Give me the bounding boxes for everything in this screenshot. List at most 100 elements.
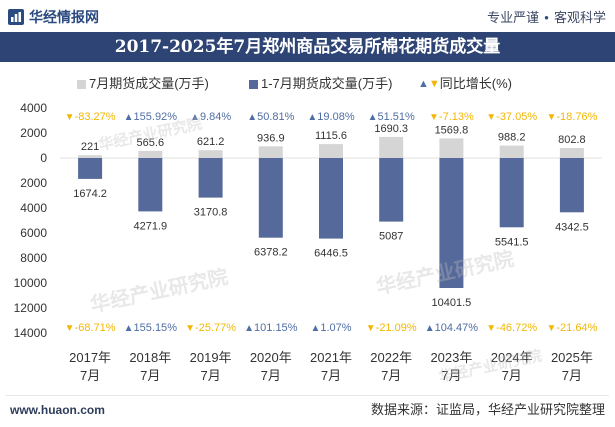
yoy-unit: % — [345, 111, 355, 123]
y-tick-label: 2000 — [20, 176, 47, 190]
watermark-text: 华经产业研究院 — [88, 264, 230, 317]
footer-website: www.huaon.com — [10, 403, 105, 417]
jan-jul-yoy-label: ▲104.47% — [425, 322, 479, 334]
july-volume-bar — [78, 155, 103, 158]
jan-jul-volume-label: 5087 — [379, 231, 403, 243]
decrease-triangle-icon: ▼ — [486, 112, 496, 123]
july-yoy-label: ▼-37.05% — [486, 111, 537, 123]
yoy-unit: % — [588, 322, 598, 334]
x-tick-month: 7月 — [441, 368, 461, 383]
series-jan-jul-volume: 1674.2 4271.9 3170.8 6378.2 6446.5 5087 10401.… — [65, 158, 598, 334]
yoy-unit: % — [288, 322, 298, 334]
yoy-value: -21.64 — [556, 322, 587, 334]
yoy-value: -37.05 — [496, 111, 527, 123]
jan-jul-volume-bar — [319, 158, 343, 239]
jan-jul-yoy-label: ▲155.15% — [124, 322, 178, 334]
legend-item-jan-jul-volume: 1-7月期货成交量(万手) — [249, 76, 392, 92]
increase-triangle-icon: ▲ — [307, 112, 317, 123]
x-tick-label: 2018年 7月 — [129, 350, 171, 383]
x-tick-label: 2021年 7月 — [310, 350, 352, 383]
x-tick-year: 2021年 — [310, 350, 352, 365]
yoy-value: -68.71 — [75, 322, 106, 334]
y-tick-label: 0 — [40, 151, 47, 165]
x-tick-year: 2025年 — [551, 350, 593, 365]
july-volume-bar — [138, 150, 163, 158]
slogan-left: 专业严谨 — [487, 10, 540, 25]
y-tick-label: 12000 — [14, 301, 48, 315]
jan-jul-yoy-label: ▲101.15% — [244, 322, 298, 334]
july-volume-bar — [499, 145, 524, 158]
slogan-right: 客观科学 — [553, 10, 606, 25]
x-tick-month: 7月 — [200, 368, 220, 383]
july-yoy-label: ▲50.81% — [247, 111, 294, 123]
july-volume-label: 1569.8 — [435, 124, 469, 136]
increase-triangle-icon: ▲ — [124, 112, 134, 123]
yoy-unit: % — [226, 322, 236, 334]
july-yoy-label: ▼-18.76% — [546, 111, 597, 123]
july-volume-bar — [319, 144, 343, 158]
x-tick-label: 2023年 7月 — [430, 350, 472, 383]
yoy-unit: % — [588, 111, 598, 123]
july-volume-bar — [559, 148, 584, 158]
yoy-value: 19.08 — [317, 111, 345, 123]
y-tick-label: 10000 — [14, 276, 48, 290]
y-axis: 4000 2000 0 2000 4000 6000 8000 10000 12000 14000 — [14, 101, 48, 340]
yoy-value: -25.77 — [195, 322, 226, 334]
jan-jul-volume-bar — [138, 158, 163, 212]
y-tick-label: 2000 — [20, 126, 47, 140]
bullet-dot-icon: ● — [544, 13, 549, 22]
x-tick-year: 2017年 — [69, 350, 111, 365]
july-yoy-label: ▲51.51% — [368, 111, 415, 123]
x-tick-month: 7月 — [321, 368, 341, 383]
logo-icon — [8, 9, 24, 25]
yoy-value: 155.15 — [134, 322, 168, 334]
july-volume-label: 936.9 — [257, 132, 285, 144]
jan-jul-volume-label: 5541.5 — [495, 236, 529, 248]
legend-swatch-july — [77, 79, 86, 89]
yoy-unit: % — [285, 111, 295, 123]
july-yoy-label: ▼-83.27% — [65, 111, 116, 123]
jan-jul-yoy-label: ▼-68.71% — [65, 322, 116, 334]
series-july-volume: 221 565.6 621.2 936.9 1115.6 1690.3 1569.8 988.… — [65, 111, 598, 158]
y-tick-label: 8000 — [20, 251, 47, 265]
decrease-triangle-icon: ▼ — [428, 78, 440, 90]
x-tick-year: 2022年 — [370, 350, 412, 365]
yoy-value: 51.51 — [377, 111, 405, 123]
yoy-value: 101.15 — [254, 322, 288, 334]
title-bar: 2017-2025年7月郑州商品交易所棉花期货成交量 — [0, 32, 615, 62]
legend-label-jan-jul: 1-7月期货成交量(万手) — [261, 76, 393, 91]
yoy-unit: % — [527, 322, 537, 334]
decrease-triangle-icon: ▼ — [546, 323, 556, 334]
jan-jul-volume-bar — [379, 158, 404, 222]
yoy-value: 104.47 — [435, 322, 469, 334]
jan-jul-volume-label: 3170.8 — [194, 207, 228, 219]
yoy-unit: % — [527, 111, 537, 123]
increase-triangle-icon: ▲ — [418, 78, 429, 90]
jan-jul-volume-bar — [258, 158, 283, 238]
yoy-value: 155.92 — [134, 111, 168, 123]
decrease-triangle-icon: ▼ — [546, 112, 556, 123]
july-volume-label: 221 — [81, 141, 99, 153]
july-yoy-label: ▲19.08% — [307, 111, 354, 123]
yoy-value: -7.13 — [439, 111, 464, 123]
y-tick-label: 4000 — [20, 201, 47, 215]
chart-title: 2017-2025年7月郑州商品交易所棉花期货成交量 — [114, 37, 501, 57]
increase-triangle-icon: ▲ — [124, 323, 134, 334]
jan-jul-yoy-label: ▼-21.09% — [366, 322, 417, 334]
jan-jul-volume-bar — [198, 158, 223, 198]
x-tick-year: 2024年 — [491, 350, 533, 365]
july-yoy-label: ▼-7.13% — [429, 111, 474, 123]
yoy-value: -83.27 — [75, 111, 106, 123]
x-tick-month: 7月 — [502, 368, 522, 383]
yoy-value: 50.81 — [257, 111, 285, 123]
increase-triangle-icon: ▲ — [425, 323, 435, 334]
x-tick-label: 2017年 7月 — [69, 350, 111, 383]
yoy-value: -18.76 — [556, 111, 587, 123]
jan-jul-yoy-label: ▼-21.64% — [546, 322, 597, 334]
x-tick-month: 7月 — [381, 368, 401, 383]
jan-jul-volume-label: 6378.2 — [254, 247, 288, 259]
july-volume-bar — [439, 138, 464, 158]
jan-jul-volume-bar — [499, 158, 524, 228]
x-tick-year: 2023年 — [430, 350, 472, 365]
yoy-unit: % — [342, 322, 352, 334]
